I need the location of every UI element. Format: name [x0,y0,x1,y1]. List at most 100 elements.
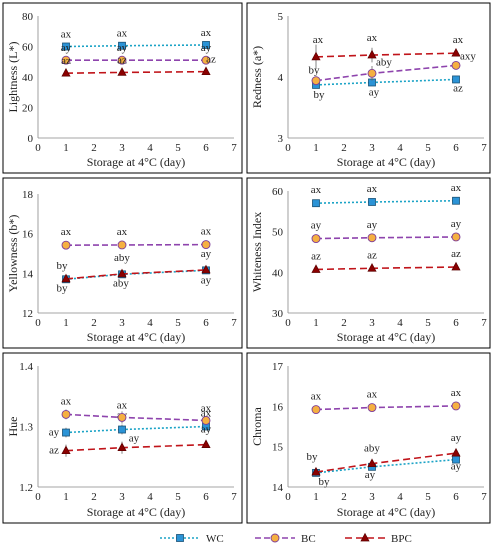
chart-panel-5: 0 1 2 3 4 5 6 7 1.2 1.3 1.4 Storage at 4°C (day) Hue… [2,352,243,524]
significance-label: ay [367,219,378,231]
panel-frame [246,177,491,349]
data-point [201,264,211,274]
x-tick-label: 3 [119,491,125,503]
data-point [201,55,211,65]
y-tick-label: 40 [272,267,284,279]
significance-label: ax [117,399,128,411]
data-point [367,49,377,59]
significance-label: az [451,248,461,260]
series-line [65,70,207,74]
legend-label: BPC [391,533,412,545]
y-tick-label: 20 [22,103,34,115]
data-point [117,240,127,250]
data-point [61,273,71,283]
y-tick-label: 5 [278,11,284,23]
x-tick-label: 5 [425,142,431,154]
x-tick-label: 1 [63,142,69,154]
series-line [315,405,457,411]
series-bpc: az ay ay [49,424,212,457]
y-axis-label: Whiteness Index [250,212,264,292]
significance-label: ax [313,34,324,46]
y-tick-label: 3 [278,133,284,145]
x-tick-label: 6 [453,142,459,154]
data-point [61,409,71,419]
data-point [61,55,71,65]
x-tick-label: 6 [453,317,459,329]
significance-label: ax [453,34,464,46]
x-tick-label: 5 [175,491,181,503]
significance-label: ax [367,183,378,195]
chart-panel-4: 0 1 2 3 4 5 6 7 30 40 50 60 Storage at 4°C (day) Whit… [246,177,491,349]
x-tick-label: 7 [481,317,487,329]
significance-label: ax [201,402,212,414]
series-wc: by ay az [312,75,463,101]
series-bc: ax ax ax [61,395,212,425]
y-axis-label: Yellowness (b*) [6,215,20,293]
y-tick-label: 12 [22,308,33,320]
data-point [117,412,127,422]
y-tick-label: 0 [28,133,34,145]
x-axis-label: Storage at 4°C (day) [87,155,185,169]
series-bc: ay ay ay [61,42,212,65]
series-bpc: ax ax ax [311,32,464,70]
data-point [452,196,460,205]
x-tick-label: 2 [91,491,97,503]
significance-label: ay [201,274,212,286]
x-tick-label: 4 [147,317,153,329]
x-tick-label: 0 [285,142,291,154]
series-line [315,236,457,240]
data-point [62,428,70,437]
significance-label: aby [114,252,130,264]
legend-label: WC [206,533,224,545]
data-point [201,416,211,425]
data-point [311,405,321,415]
data-point [61,240,71,250]
x-tick-label: 5 [175,142,181,154]
significance-label: ay [201,42,212,54]
series-line [65,425,207,434]
x-tick-label: 4 [397,317,403,329]
significance-label: ax [451,387,462,399]
series-line [65,413,207,422]
series-line [65,443,207,452]
legend-item-wc: WC [160,533,224,545]
x-tick-label: 3 [369,491,375,503]
y-axis-label: Lightness (L*) [6,42,20,113]
data-point [312,199,320,208]
legend-item-bc: BC [255,533,316,545]
chart-panel-6: 0 1 2 3 4 5 6 7 14 15 16 17 Storage at 4°C (day) Chro… [246,352,491,524]
x-tick-label: 6 [453,491,459,503]
series-line [65,44,207,48]
data-point [367,233,377,243]
x-tick-label: 3 [119,142,125,154]
x-tick-label: 4 [147,142,153,154]
panel-frame [246,352,491,524]
data-point [311,466,321,476]
significance-label: ax [61,29,72,41]
x-tick-label: 1 [313,142,319,154]
x-axis-label: Storage at 4°C (day) [337,155,435,169]
significance-label: by [309,65,321,77]
significance-label: aby [364,443,380,455]
data-point [117,55,127,65]
data-point [117,67,127,76]
legend-label: BC [301,533,316,545]
significance-label: by [57,260,69,272]
y-tick-label: 14 [22,268,34,280]
data-point [117,268,127,278]
x-tick-label: 1 [313,317,319,329]
chart-panel-1: 0 1 2 3 4 5 6 7 0 20 40 60 80 Storage at 4°C (day) Lig… [2,2,243,174]
panel-frame [246,2,491,174]
data-point [311,51,321,61]
data-point [311,234,321,244]
significance-label: az [311,250,321,262]
x-tick-label: 1 [63,491,69,503]
significance-label: ay [365,469,376,481]
y-tick-label: 1.3 [19,422,33,434]
y-axis-label: Hue [6,417,20,437]
x-tick-label: 2 [341,491,347,503]
significance-label: ax [117,28,128,40]
data-point [61,67,71,77]
data-point [367,68,377,78]
